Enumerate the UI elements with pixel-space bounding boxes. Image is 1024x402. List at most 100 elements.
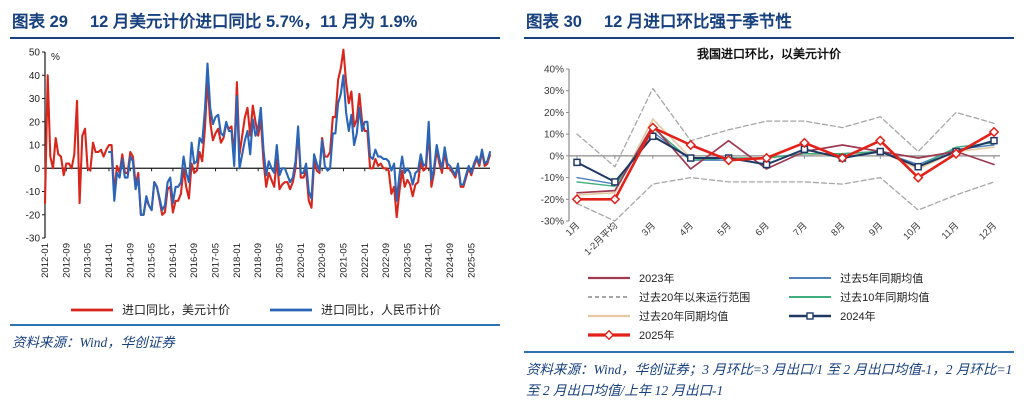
legend-line-sample — [789, 277, 832, 279]
y-tick-label: -10% — [541, 173, 564, 184]
y-tick-label: -10 — [26, 187, 41, 198]
series-line-0 — [576, 87, 995, 168]
legend-item: 2023年 — [586, 270, 787, 286]
fig30-line-chart: -30% -20% -10% 0% 10% 20% 30% 40% 1月 1-2月平均 3月 4月 5月… — [541, 65, 1000, 258]
x-tick-label: 2014-01 — [104, 243, 115, 278]
legend-line-sample — [588, 314, 630, 318]
series-line-0 — [43, 48, 492, 219]
x-tick-label: 8月 — [829, 220, 847, 238]
x-tick-label: 2024-09 — [445, 243, 456, 278]
x-tick-label: 9月 — [867, 220, 885, 238]
legend-line-sample — [588, 296, 630, 298]
legend-label: 过去5年同期均值 — [840, 273, 924, 285]
diamond-marker — [571, 194, 583, 205]
legend-label: 过去20年同期均值 — [639, 311, 729, 323]
x-tick-label: 2023-05 — [402, 243, 413, 278]
legend-line-sample — [588, 329, 630, 341]
diamond-marker — [647, 122, 659, 133]
diamond-marker — [761, 152, 772, 164]
diamond-marker — [723, 154, 734, 166]
y-tick-label: 40% — [544, 65, 564, 76]
x-tick-label: 2012-01 — [40, 243, 51, 278]
legend-line-sample — [789, 312, 832, 320]
x-tick-label: 2020-09 — [317, 243, 328, 278]
y-tick-label: 30% — [544, 86, 564, 97]
legend-label: 过去20年以来运行范围 — [639, 292, 751, 304]
y-tick-label: 20 — [29, 117, 41, 128]
figure-30-title: 图表 30 12 月进口环比强于季节性 — [526, 8, 1014, 32]
figure-30-panel: 图表 30 12 月进口环比强于季节性 我国进口环比，以美元计价 -30% -20… — [524, 6, 1014, 402]
diamond-marker — [950, 148, 962, 159]
y-tick-label: -30% — [541, 217, 564, 228]
legend-line-sample — [70, 308, 113, 311]
diamond-marker — [875, 135, 886, 146]
x-tick-label: 11月 — [940, 220, 961, 241]
square-marker — [914, 162, 922, 171]
legend-label: 进口同比，人民币计价 — [321, 303, 442, 317]
legend-item: 过去5年同期均值 — [787, 270, 988, 286]
y-tick-label: -20 — [26, 210, 41, 221]
legend-item: 进口同比，美元计价 — [69, 301, 230, 318]
x-tick-label: 4月 — [678, 220, 696, 238]
series-line-1 — [576, 176, 995, 222]
series-line-1 — [107, 62, 492, 216]
figure-29-title-text: 12 月美元计价进口同比 5.7%，11 月为 1.9% — [89, 13, 418, 31]
fig29-line-chart: -30 -20 -10 0 10 20 30 40 50 % 2012-01 2012-09 2013-… — [26, 48, 492, 278]
y-tick-label: 0 — [34, 164, 40, 175]
x-tick-label: 2015-05 — [147, 243, 158, 278]
x-tick-label: 2019-05 — [274, 243, 285, 278]
panel-separator-line — [10, 324, 500, 326]
title-underline — [10, 37, 500, 39]
square-marker — [990, 136, 998, 145]
series-line-3 — [576, 131, 995, 185]
diamond-marker — [799, 137, 810, 149]
legend-item: 2025年 — [586, 327, 787, 343]
y-tick-label: 30 — [29, 94, 41, 105]
square-marker — [611, 178, 619, 186]
y-tick-label: -20% — [541, 195, 564, 206]
legend-item: 过去20年以来运行范围 — [586, 289, 787, 305]
x-tick-label: 1月 — [564, 220, 582, 238]
diamond-marker — [988, 126, 1000, 138]
y-tick-label: 50 — [29, 48, 41, 59]
x-tick-label: 2025-05 — [466, 243, 477, 278]
figure-29-title: 图表 29 12 月美元计价进口同比 5.7%，11 月为 1.9% — [12, 8, 500, 32]
square-marker — [573, 158, 581, 167]
panel-separator-line — [524, 351, 1014, 353]
figure-30-label: 图表 30 — [526, 13, 582, 31]
legend-label: 2024年 — [840, 311, 876, 323]
legend-line-sample — [270, 308, 312, 311]
x-tick-label: 2024-01 — [424, 243, 435, 278]
fig29-legend: 进口同比，美元计价 进口同比，人民币计价 — [10, 301, 500, 318]
x-tick-label: 2016-01 — [168, 243, 179, 278]
x-tick-label: 2013-05 — [83, 243, 94, 278]
series-line-7 — [575, 126, 996, 201]
x-tick-label: 6月 — [753, 220, 771, 238]
legend-item: 进口同比，人民币计价 — [268, 301, 441, 318]
legend-label: 2023年 — [639, 273, 675, 285]
fig30-source-note: 资料来源：Wind，华创证券；3 月环比=3 月出口/1 至 2 月出口均值-1… — [526, 362, 1013, 398]
x-tick-label: 3月 — [640, 220, 658, 238]
fig30-legend: 2023年过去20年以来运行范围 过去20年同期均值 2025年 过去5年同期均值过去… — [586, 270, 1014, 343]
y-tick-label: -30 — [26, 234, 41, 245]
title-underline — [524, 37, 1014, 39]
legend-item: 过去10年同期均值 — [787, 289, 988, 305]
y-tick-label: 0% — [550, 151, 565, 162]
x-tick-label: 10月 — [901, 220, 923, 242]
legend-line-sample — [588, 276, 630, 280]
y-tick-label: 40 — [29, 71, 41, 82]
x-tick-label: 2018-09 — [253, 243, 264, 278]
square-marker — [876, 147, 885, 156]
fig30-chart-subtitle: 我国进口环比，以美元计价 — [696, 47, 841, 61]
series-line-6 — [576, 135, 995, 183]
x-tick-label: 1-2月平均 — [582, 220, 620, 258]
legend-column: 2023年过去20年以来运行范围 过去20年同期均值 2025年 — [586, 270, 787, 343]
x-tick-label: 5月 — [716, 220, 734, 238]
figure-30-title-text: 12 月进口环比强于季节性 — [603, 13, 792, 31]
x-tick-label: 2012-09 — [61, 243, 72, 278]
y-tick-label: 10 — [29, 141, 41, 152]
x-tick-label: 2014-09 — [125, 243, 136, 278]
legend-label: 进口同比，美元计价 — [121, 303, 230, 317]
diamond-marker — [912, 172, 924, 183]
